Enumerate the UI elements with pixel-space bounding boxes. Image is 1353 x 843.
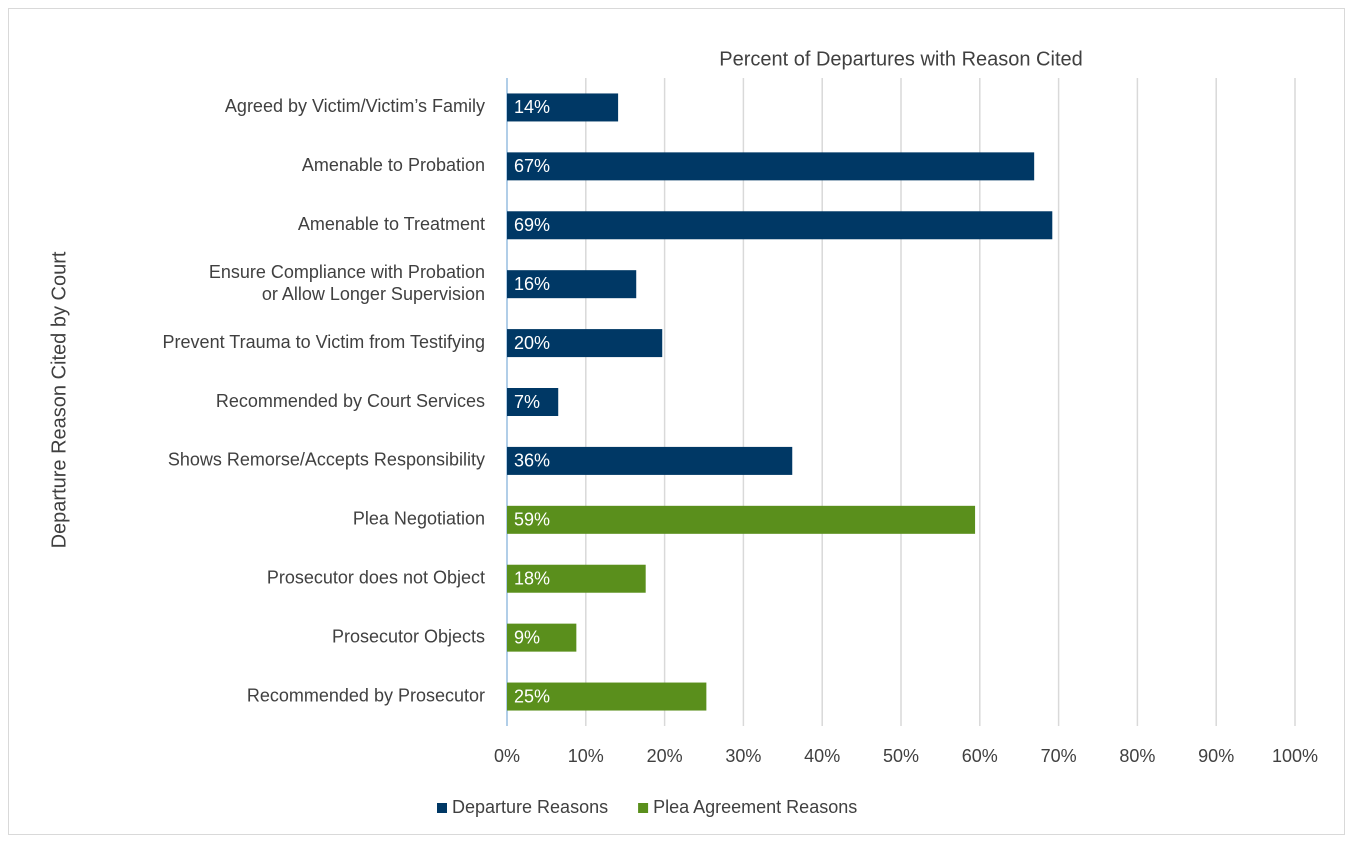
x-tick-label: 70% [1041,746,1077,766]
bar [507,682,707,711]
value-label: 14% [514,97,550,117]
legend-label: Departure Reasons [452,797,608,817]
y-tick-label: Prosecutor Objects [332,626,485,646]
legend-swatch [437,803,447,813]
value-label: 59% [514,510,550,530]
value-label: 16% [514,274,550,294]
y-axis-title: Departure Reason Cited by Court [48,251,70,548]
y-tick-label: Amenable to Probation [302,155,485,175]
bar [507,446,793,475]
x-tick-label: 100% [1272,746,1318,766]
y-tick-label: Agreed by Victim/Victim’s Family [225,96,485,116]
legend-label: Plea Agreement Reasons [653,797,857,817]
value-label: 69% [514,215,550,235]
x-tick-label: 40% [804,746,840,766]
bar [507,505,976,534]
bar [507,152,1035,181]
value-label: 20% [514,333,550,353]
x-tick-label: 0% [494,746,520,766]
bar [507,329,663,358]
bar [507,564,646,593]
x-tick-label: 80% [1119,746,1155,766]
y-tick-label: Recommended by Court Services [216,391,485,411]
y-tick-label: Shows Remorse/Accepts Responsibility [168,450,485,470]
x-tick-label: 10% [568,746,604,766]
value-label: 67% [514,156,550,176]
value-label: 9% [514,627,540,647]
value-label: 18% [514,568,550,588]
x-tick-label: 90% [1198,746,1234,766]
bar [507,93,619,122]
value-label: 7% [514,392,540,412]
bar [507,211,1053,240]
y-tick-label: Recommended by Prosecutor [247,685,485,705]
x-tick-label: 60% [962,746,998,766]
y-tick-label: Ensure Compliance with Probation or Allow… [209,262,485,304]
y-tick-label: Plea Negotiation [353,509,485,529]
x-tick-label: 20% [647,746,683,766]
y-tick-label: Amenable to Treatment [298,214,485,234]
bar [507,623,577,652]
value-label: 36% [514,451,550,471]
bar [507,270,637,299]
chart-border [8,8,1345,835]
bar [507,388,559,416]
chart-title: Percent of Departures with Reason Cited [719,48,1083,70]
legend-swatch [638,803,649,813]
x-tick-label: 50% [883,746,919,766]
value-label: 25% [514,686,550,706]
y-tick-label: Prevent Trauma to Victim from Testifying [163,332,485,352]
y-tick-label: Prosecutor does not Object [267,567,485,587]
x-tick-label: 30% [725,746,761,766]
